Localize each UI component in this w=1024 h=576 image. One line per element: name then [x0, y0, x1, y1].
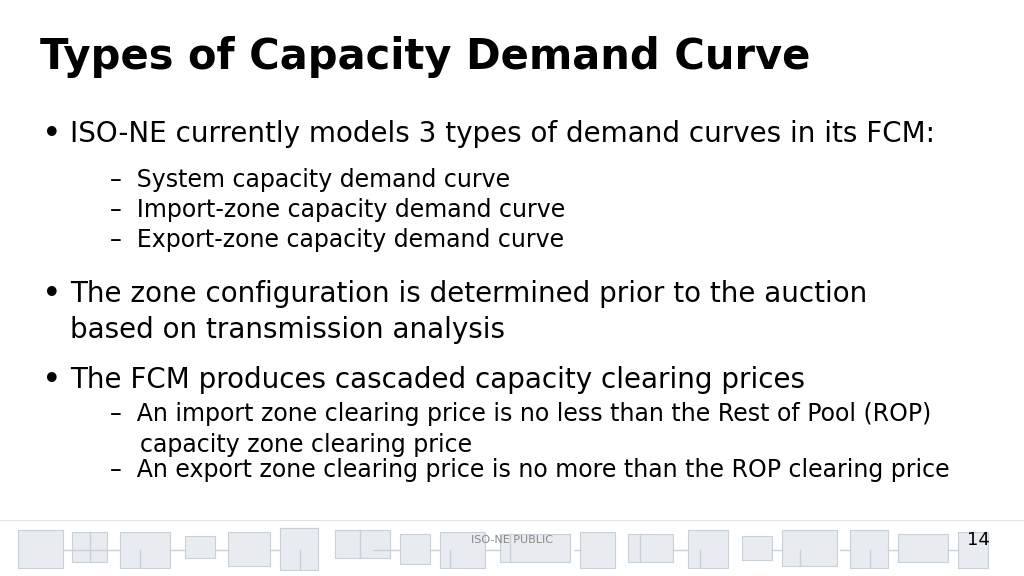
- Bar: [185, 536, 215, 558]
- Text: The FCM produces cascaded capacity clearing prices: The FCM produces cascaded capacity clear…: [70, 366, 805, 394]
- Bar: [850, 530, 888, 568]
- Bar: [400, 534, 430, 564]
- Text: –  Export-zone capacity demand curve: – Export-zone capacity demand curve: [110, 228, 564, 252]
- Text: The zone configuration is determined prior to the auction
based on transmission : The zone configuration is determined pri…: [70, 280, 867, 344]
- Bar: [628, 534, 673, 562]
- Text: •: •: [42, 278, 61, 311]
- Bar: [958, 532, 988, 568]
- Text: 14: 14: [967, 531, 990, 549]
- Bar: [688, 530, 728, 568]
- Bar: [898, 534, 948, 562]
- Bar: [580, 532, 615, 568]
- Bar: [280, 528, 318, 570]
- Bar: [72, 532, 106, 562]
- Text: ISO-NE PUBLIC: ISO-NE PUBLIC: [471, 535, 553, 545]
- Bar: [18, 530, 63, 568]
- Text: •: •: [42, 364, 61, 397]
- Bar: [782, 530, 837, 566]
- Text: –  System capacity demand curve: – System capacity demand curve: [110, 168, 510, 192]
- Bar: [500, 534, 570, 562]
- Text: Types of Capacity Demand Curve: Types of Capacity Demand Curve: [40, 36, 810, 78]
- Bar: [440, 532, 485, 568]
- Bar: [228, 532, 270, 566]
- Bar: [120, 532, 170, 568]
- Bar: [335, 530, 390, 558]
- Text: –  An export zone clearing price is no more than the ROP clearing price: – An export zone clearing price is no mo…: [110, 458, 949, 482]
- Text: •: •: [42, 118, 61, 151]
- Text: ISO-NE currently models 3 types of demand curves in its FCM:: ISO-NE currently models 3 types of deman…: [70, 120, 935, 148]
- Text: –  An import zone clearing price is no less than the Rest of Pool (ROP)
    capa: – An import zone clearing price is no le…: [110, 402, 931, 457]
- Text: –  Import-zone capacity demand curve: – Import-zone capacity demand curve: [110, 198, 565, 222]
- Bar: [742, 536, 772, 560]
